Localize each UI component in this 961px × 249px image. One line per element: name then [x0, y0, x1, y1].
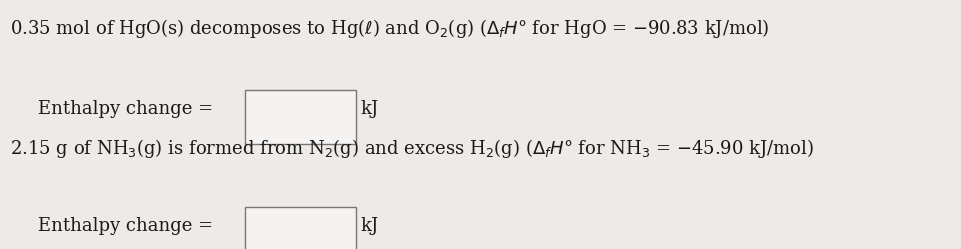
- Text: 2.15 g of NH$_3$(g) is formed from N$_2$(g) and excess H$_2$(g) ($\Delta_f H$° f: 2.15 g of NH$_3$(g) is formed from N$_2$…: [10, 137, 813, 160]
- FancyBboxPatch shape: [245, 90, 356, 144]
- Text: kJ: kJ: [360, 100, 379, 118]
- Text: kJ: kJ: [360, 217, 379, 235]
- FancyBboxPatch shape: [245, 207, 356, 249]
- Text: Enthalpy change =: Enthalpy change =: [38, 100, 213, 118]
- Text: Enthalpy change =: Enthalpy change =: [38, 217, 213, 235]
- Text: 0.35 mol of HgO(s) decomposes to Hg($\ell$) and O$_2$(g) ($\Delta_f H$° for HgO : 0.35 mol of HgO(s) decomposes to Hg($\el…: [10, 17, 768, 40]
